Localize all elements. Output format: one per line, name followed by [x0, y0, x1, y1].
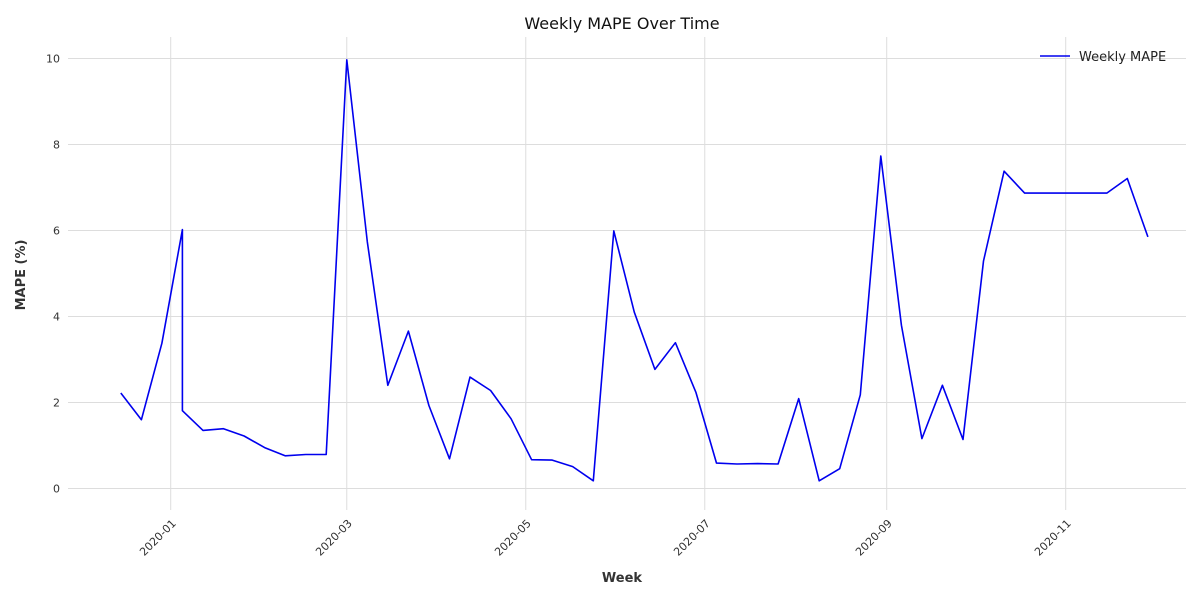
x-tick-label: 2020-09 [853, 517, 895, 559]
x-tick-label: 2020-11 [1032, 517, 1074, 559]
y-tick-label: 0 [53, 483, 60, 496]
y-tick-label: 8 [53, 139, 60, 152]
y-tick-label: 6 [53, 225, 60, 238]
grid [68, 37, 1186, 510]
y-axis-label: MAPE (%) [14, 240, 29, 311]
legend-label: Weekly MAPE [1079, 50, 1166, 65]
x-tick-label: 2020-07 [671, 517, 713, 559]
axis-ticks: 0 2 4 6 8 10 2020-01 2020-03 2020-05 2020-07 2020-… [46, 53, 1074, 559]
y-tick-label: 10 [46, 53, 60, 66]
x-axis-label: Week [602, 571, 643, 586]
x-tick-label: 2020-05 [492, 517, 534, 559]
x-tick-label: 2020-01 [137, 517, 179, 559]
legend: Weekly MAPE [1040, 50, 1166, 65]
x-tick-label: 2020-03 [313, 517, 355, 559]
chart-title: Weekly MAPE Over Time [524, 14, 719, 33]
series-layer [120, 58, 1149, 482]
y-tick-label: 2 [53, 397, 60, 410]
series-line-weekly-mape [120, 58, 1149, 482]
y-tick-label: 4 [53, 311, 60, 324]
